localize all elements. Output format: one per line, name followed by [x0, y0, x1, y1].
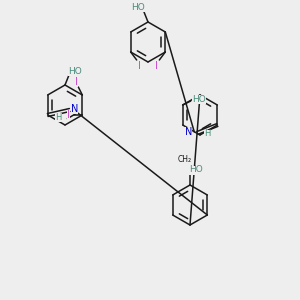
Text: CH₂: CH₂ [178, 155, 192, 164]
Text: N: N [185, 127, 192, 137]
Text: HO: HO [189, 166, 203, 175]
Text: HO: HO [68, 67, 82, 76]
Text: N: N [71, 104, 78, 114]
Text: H: H [56, 113, 62, 122]
Text: HO: HO [131, 2, 145, 11]
Text: HO: HO [192, 94, 206, 103]
Text: I: I [67, 110, 70, 120]
Text: I: I [75, 77, 78, 87]
Text: H: H [204, 130, 211, 139]
Text: I: I [138, 61, 141, 71]
Text: I: I [155, 61, 158, 71]
